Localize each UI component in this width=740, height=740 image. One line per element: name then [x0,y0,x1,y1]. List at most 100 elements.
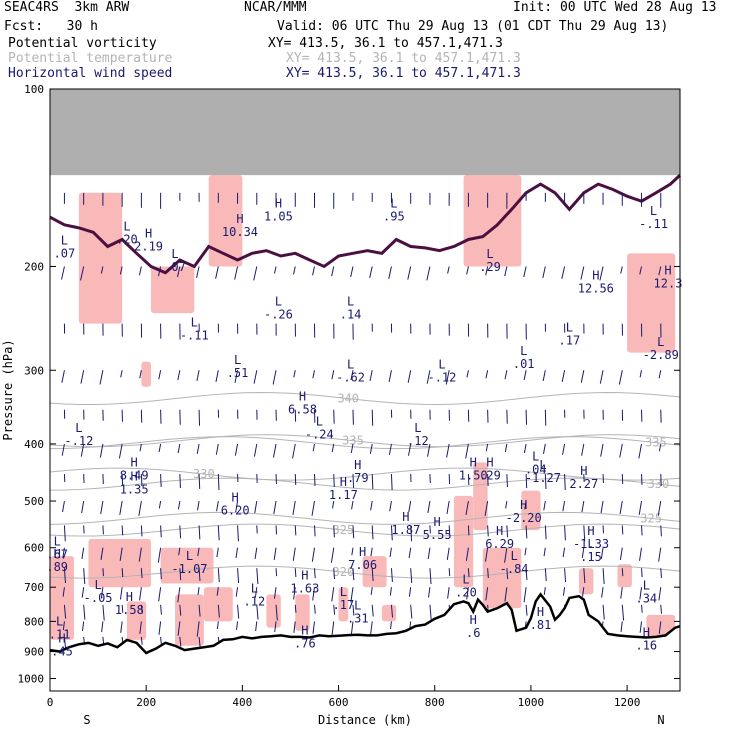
extremum-letter: H [470,613,477,627]
y-tick-label: 400 [24,438,44,451]
wind-vector [544,474,547,490]
extremum-letter: H [340,475,347,489]
wind-vector [465,443,469,459]
theta-label: 325 [640,511,662,525]
wind-vector [369,266,373,278]
extremum-value: 1.35 [120,482,149,496]
wind-vector [237,525,239,542]
wind-vector [331,266,335,277]
wind-vector [639,587,643,600]
wind-vector [582,587,585,597]
wind-vector [465,500,469,515]
wind-vector [619,443,623,458]
wind-vector [351,500,354,510]
wind-vector [352,604,355,616]
wind-vector [140,525,143,537]
wind-vector [198,474,201,490]
wind-vector [234,443,239,456]
wind-vector [62,587,65,597]
pv-patch [295,594,310,631]
wind-vector [61,370,65,383]
extremum-value: -1.33 [573,537,609,551]
wind-vector [237,604,240,619]
extremum-letter: L [347,357,354,371]
wind-vector [255,621,258,632]
stratosphere-band [50,89,680,176]
x-tick-label: 800 [425,696,445,709]
wind-vector [350,621,354,636]
extremum-letter: H [145,226,152,240]
wind-vector [544,525,547,540]
wind-vector [215,370,219,382]
extremum-value: .79 [347,471,369,485]
wind-vector [294,568,297,578]
wind-vector [427,443,431,457]
wind-vector [253,370,258,384]
extremum-value: .67 [46,548,68,562]
extremum-value: .89 [46,560,68,574]
wind-vector [331,370,335,380]
wind-vector [216,500,219,512]
wind-vector [542,266,546,278]
wind-vector [390,568,393,583]
wind-vector [138,547,142,562]
wind-vector [139,587,142,601]
wind-vector [350,587,354,603]
field-label-wind: Horizontal wind speed [8,66,173,81]
extremum-letter: H [496,524,503,538]
theta-contour [49,392,681,405]
pv-patch [473,462,488,531]
wind-vector [256,604,259,620]
wind-vector [118,443,123,459]
wind-vector [80,370,85,384]
y-tick-label: 500 [24,495,44,508]
extremum-letter: H [592,268,599,282]
wind-vector [446,547,450,560]
wind-vector [619,500,623,515]
wind-vector [371,568,374,582]
extremum-value: -.62 [336,370,365,384]
theta-label: 330 [193,467,215,481]
wind-vector [179,604,182,616]
wind-vector [370,547,373,557]
extremum-value: 2.19 [134,239,163,253]
wind-vector [273,500,277,515]
extremum-letter: L [566,321,573,335]
wind-vector [658,370,662,379]
wind-vector [447,266,450,274]
wind-vector [618,370,623,385]
wind-vector [523,443,527,454]
extremum-letter: L [643,579,650,593]
wind-vector [369,370,373,382]
wind-vector [389,547,392,558]
wind-vector [311,500,315,516]
wind-vector [410,525,413,542]
pv-patch [627,253,676,353]
wind-vector [275,604,278,621]
wind-vector [504,443,508,453]
y-axis-label: Pressure (hPa) [1,339,15,440]
extremum-letter: H [131,469,138,483]
wind-vector [658,621,662,634]
wind-vector [426,370,431,384]
wind-vector [504,266,508,277]
extremum-value: 10.34 [222,225,258,239]
extremum-letter: H [58,631,65,645]
wind-vector [331,443,335,453]
wind-vector [273,443,277,458]
extremum-value: .15 [580,550,602,564]
wind-vector [63,525,66,542]
wind-vector [542,443,546,454]
wind-vector [177,500,181,510]
extremum-letter: H [580,464,587,478]
extremum-value: -.12 [64,434,93,448]
wind-vector [119,266,123,275]
theta-contour [49,477,681,491]
extremum-value: 12.3 [654,277,683,291]
pv-patch [617,564,632,588]
wind-vector [312,443,315,452]
wind-vector [235,547,239,559]
wind-vector [81,500,85,514]
wind-vector [101,621,104,632]
wind-vector [179,636,182,647]
